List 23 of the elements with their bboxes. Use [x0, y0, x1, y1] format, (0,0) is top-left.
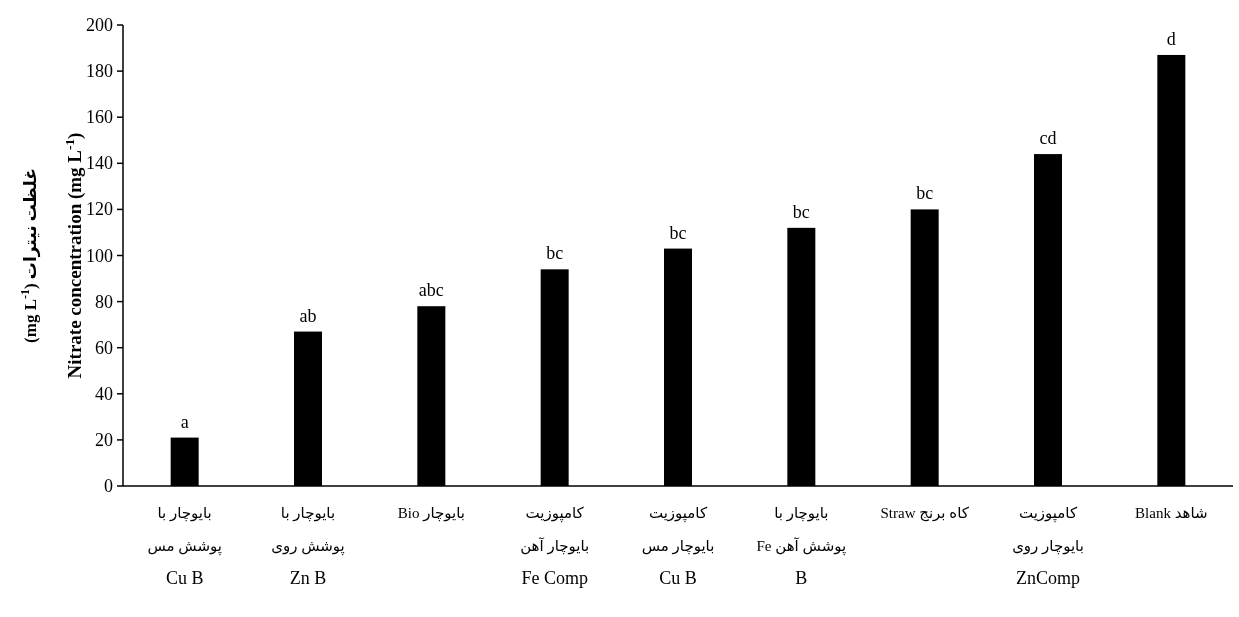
data-label: bc: [669, 222, 687, 243]
data-label: a: [180, 411, 189, 432]
y-tick-label: 100: [86, 245, 113, 266]
x-tick-label: شاهد Blank: [1135, 505, 1208, 521]
y-tick-label: 80: [95, 291, 113, 312]
x-tick-label: بایوچار Bio: [397, 505, 465, 522]
y-tick-label: 40: [95, 383, 113, 404]
y-tick-label: 60: [95, 337, 113, 358]
x-tick-label: کاه برنج Straw: [880, 505, 970, 522]
y-tick-label: 200: [86, 15, 113, 35]
data-label: d: [1166, 28, 1176, 49]
y-tick-label: 20: [95, 429, 113, 450]
data-label: abc: [418, 280, 444, 301]
y-tick-label: 180: [86, 61, 113, 82]
y-tick-label: 160: [86, 107, 113, 128]
y-tick-label: 120: [86, 199, 113, 220]
y-tick-label: 0: [104, 476, 113, 496]
data-label: bc: [916, 183, 934, 204]
data-label: cd: [1039, 128, 1057, 149]
data-label: bc: [546, 243, 564, 264]
y-tick-label: 140: [86, 153, 113, 174]
data-label: bc: [792, 201, 810, 222]
data-label: ab: [299, 305, 317, 326]
